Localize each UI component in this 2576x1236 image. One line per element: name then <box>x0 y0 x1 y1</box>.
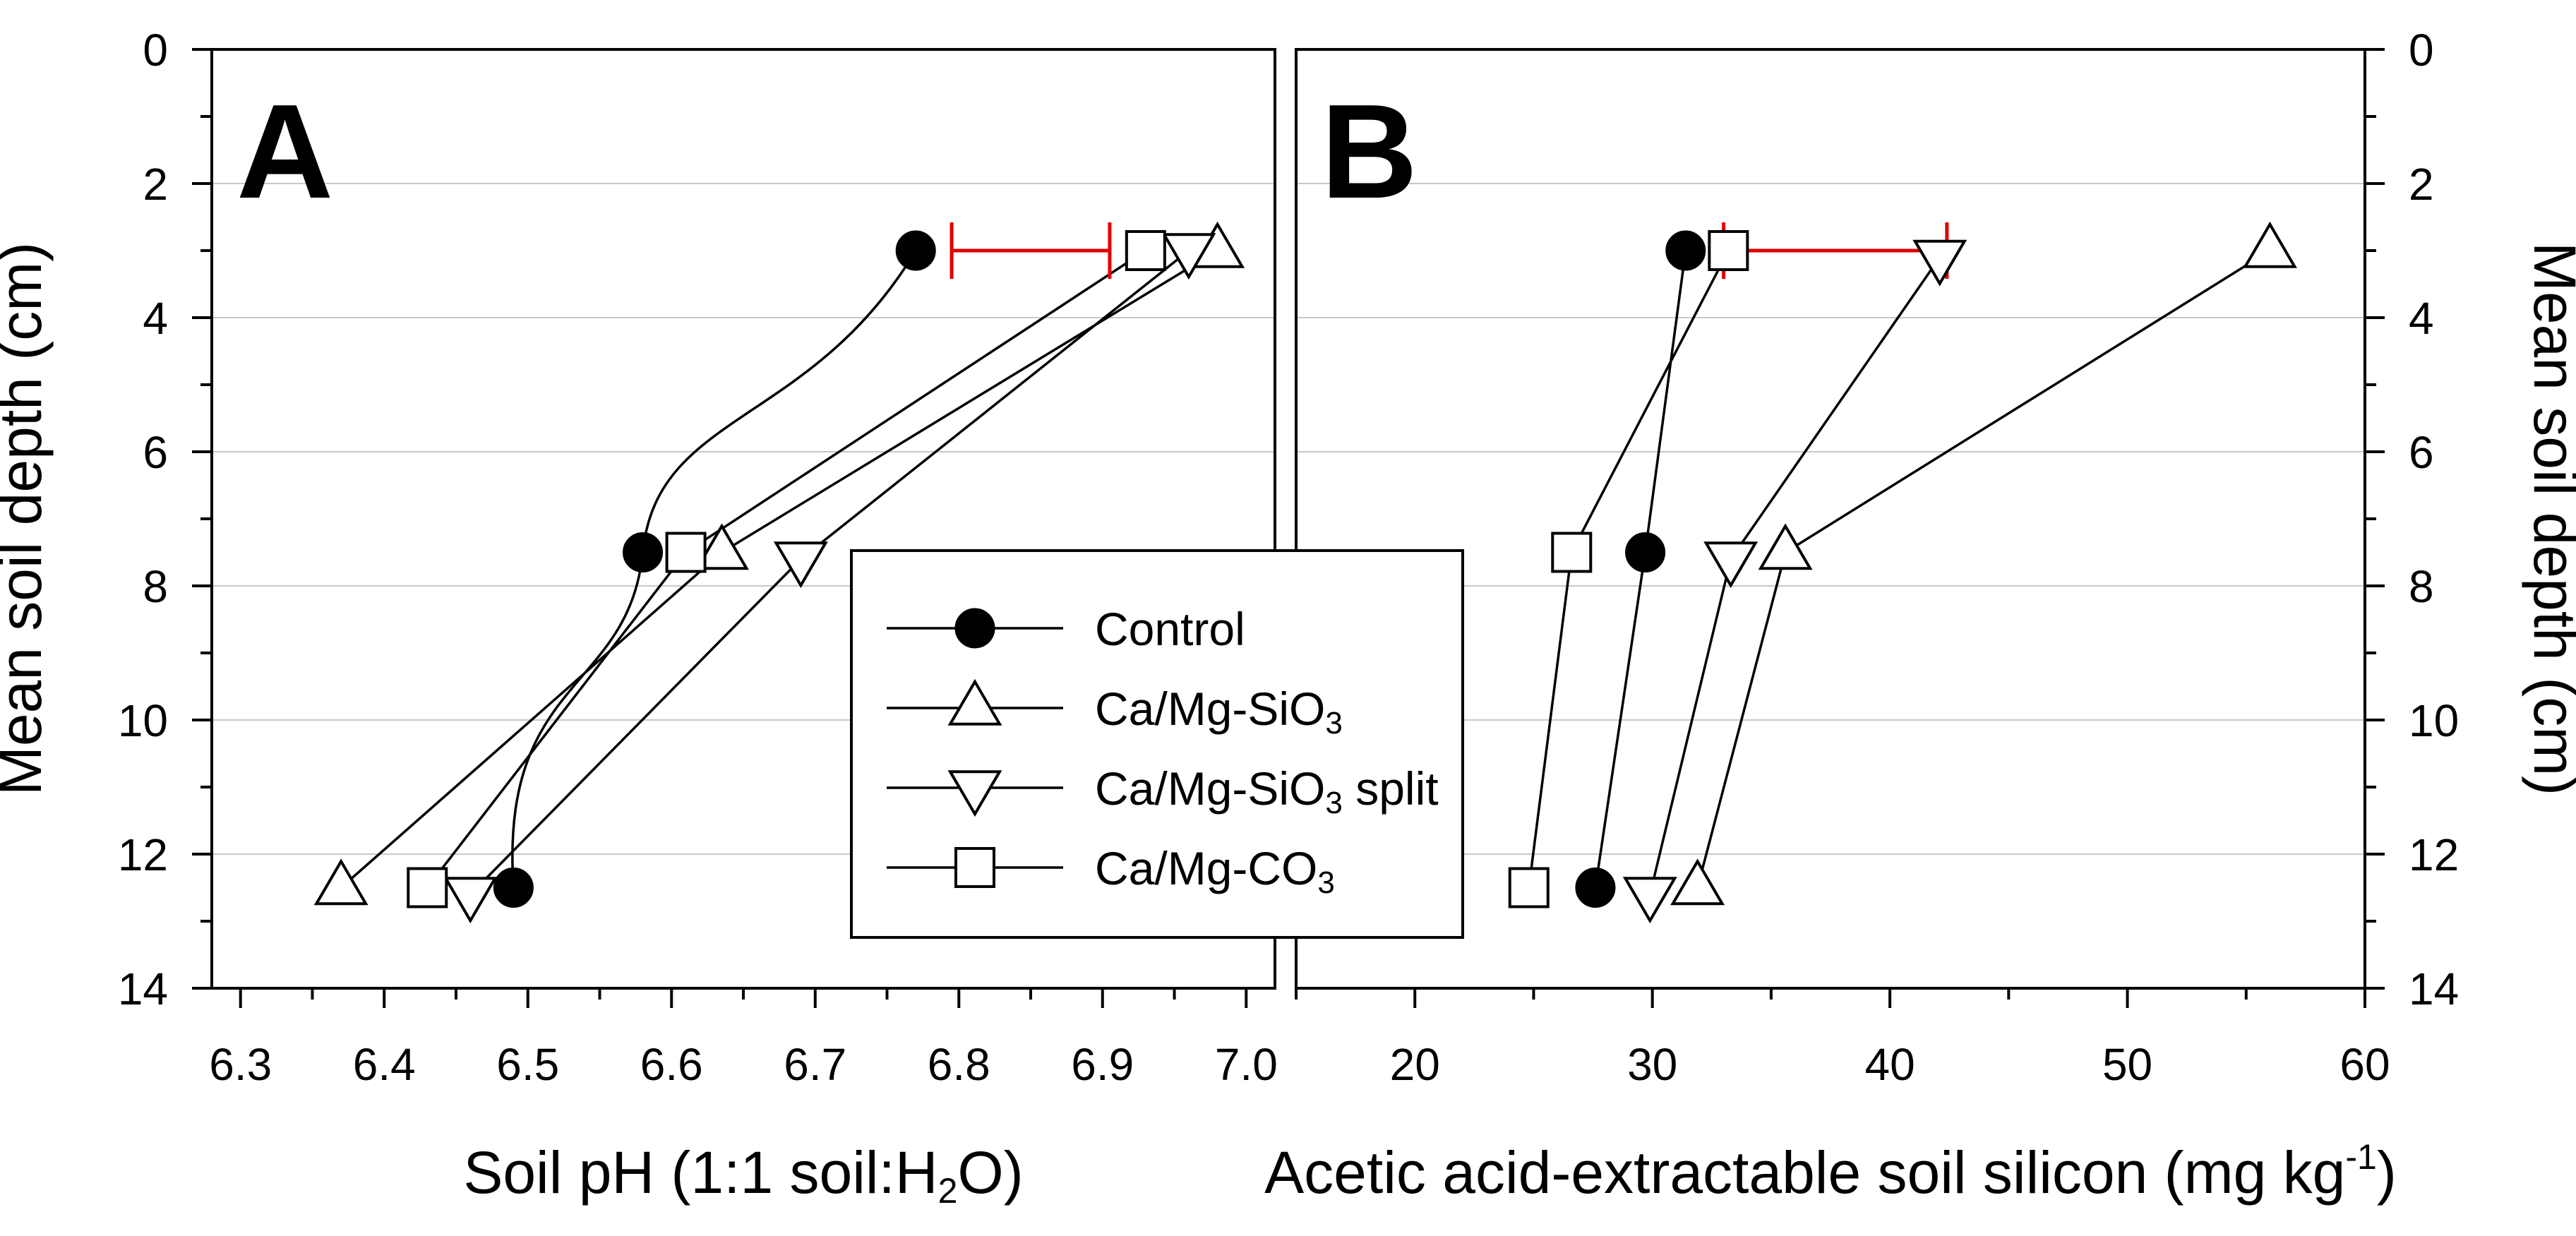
data-point <box>773 541 828 589</box>
legend-marker <box>947 770 1002 817</box>
x-tick-label: 30 <box>1627 1039 1677 1090</box>
panel-b: 0 2 4 6 8 10 12 14 20 30 40 50 60 Acetic acid-extract… <box>1264 25 2576 1206</box>
x-tick-label: 6.6 <box>640 1039 703 1090</box>
y-tick-label: 8 <box>2409 561 2434 612</box>
y-tick-label: 4 <box>2409 293 2434 344</box>
data-point <box>493 868 534 908</box>
x-axis-title: Acetic acid-extractable soil silicon (mg… <box>1264 1137 2397 1206</box>
x-axis-title-part: O) <box>957 1139 1023 1206</box>
legend-label: Ca/Mg-SiO3 split <box>1095 762 1439 820</box>
x-axis-title-part: ) <box>2377 1139 2397 1206</box>
legend-label: Ca/Mg-CO3 <box>1095 842 1335 900</box>
data-point <box>1125 230 1166 271</box>
panel-letter: B <box>1321 77 1418 227</box>
y-tick-label: 14 <box>2409 964 2459 1014</box>
x-axis-title-part: Soil pH (1:1 soil:H <box>463 1139 937 1206</box>
data-point <box>1758 523 1813 570</box>
x-tick-label: 20 <box>1390 1039 1440 1090</box>
legend-label-part: Ca/Mg-SiO <box>1095 762 1325 815</box>
legend-label-subscript: 3 <box>1317 865 1334 900</box>
y-tick-label: 2 <box>2409 159 2434 210</box>
y-tick-label: 6 <box>2409 427 2434 478</box>
y-axis-title: Mean soil depth (cm) <box>0 242 54 796</box>
legend-marker <box>947 678 1002 726</box>
y-axis-title: Mean soil depth (cm) <box>2522 242 2576 796</box>
data-point <box>443 877 498 924</box>
x-tick-label: 6.8 <box>928 1039 990 1090</box>
y-tick-label: 6 <box>143 427 168 478</box>
data-point <box>1622 877 1677 924</box>
legend-label-part: Ca/Mg-CO <box>1095 842 1317 894</box>
data-point <box>1508 867 1550 908</box>
data-point <box>2242 221 2297 268</box>
x-axis-title-part: Acetic acid-extractable soil silicon (mg… <box>1264 1139 2345 1206</box>
x-tick-label: 7.0 <box>1215 1039 1278 1090</box>
data-point <box>1625 532 1666 572</box>
legend-label-subscript: 3 <box>1325 706 1342 740</box>
x-tick-label: 60 <box>2340 1039 2390 1090</box>
y-tick-label: 12 <box>2409 829 2459 880</box>
panel-letter: A <box>236 77 333 227</box>
data-point <box>1912 239 1967 287</box>
data-point <box>1665 230 1706 271</box>
data-point <box>1708 230 1749 271</box>
x-tick-label: 6.5 <box>496 1039 559 1090</box>
data-point <box>1670 858 1725 906</box>
legend-marker <box>954 608 995 649</box>
legend-label: Control <box>1095 603 1245 655</box>
legend-marker <box>954 847 995 888</box>
y-tick-label: 2 <box>143 159 168 210</box>
x-tick-label: 50 <box>2102 1039 2152 1090</box>
y-tick-label: 12 <box>118 829 168 880</box>
data-point <box>1551 532 1593 573</box>
data-point <box>1575 868 1616 908</box>
legend-label-part: Ca/Mg-SiO <box>1095 683 1325 735</box>
x-axis-title-subscript: 2 <box>938 1171 958 1211</box>
data-point <box>694 523 749 570</box>
series-line <box>1648 256 1941 895</box>
x-tick-label: 6.7 <box>784 1039 846 1090</box>
y-tick-label: 0 <box>2409 25 2434 76</box>
panel-a: 0 2 4 6 8 10 12 14 6.3 6.4 6.5 6.6 6.7 6.8 6.9 7.0 Soil … <box>0 25 1278 1211</box>
data-point <box>665 532 707 573</box>
x-axis-title-superscript: -1 <box>2345 1137 2376 1177</box>
y-tick-label: 10 <box>2409 695 2459 746</box>
y-tick-label: 8 <box>143 561 168 612</box>
legend-label-part: split <box>1343 762 1439 815</box>
y-tick-label: 10 <box>118 695 168 746</box>
data-point <box>313 858 369 906</box>
data-point <box>407 867 448 908</box>
legend-label-subscript: 3 <box>1325 786 1342 820</box>
x-tick-label: 6.9 <box>1071 1039 1134 1090</box>
legend-label-part: Control <box>1095 603 1245 655</box>
legend-box <box>850 549 1464 939</box>
data-point <box>895 230 936 271</box>
x-axis-title: Soil pH (1:1 soil:H2O) <box>463 1139 1023 1211</box>
data-point <box>623 532 664 572</box>
data-point <box>1161 233 1216 280</box>
y-tick-label: 0 <box>143 25 168 76</box>
x-tick-label: 6.3 <box>209 1039 272 1090</box>
y-tick-label: 4 <box>143 293 168 344</box>
x-tick-label: 40 <box>1865 1039 1915 1090</box>
x-tick-label: 6.4 <box>353 1039 416 1090</box>
data-point <box>1703 541 1759 589</box>
y-tick-label: 14 <box>118 964 168 1014</box>
legend-label: Ca/Mg-SiO3 <box>1095 683 1343 740</box>
